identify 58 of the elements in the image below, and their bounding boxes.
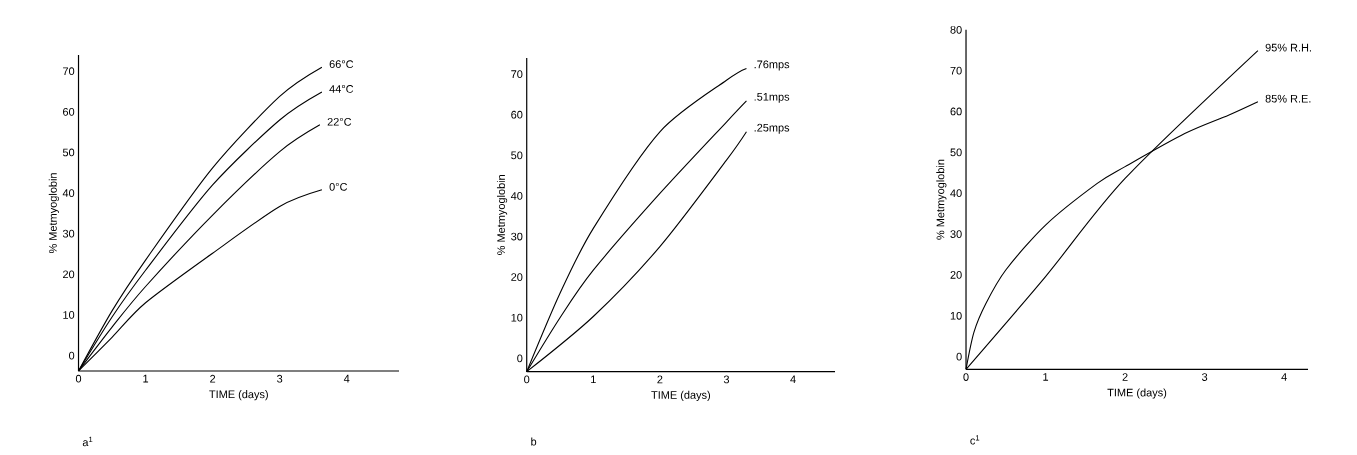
series-label: 85% R.E.	[1265, 94, 1311, 103]
y-tick-label: 70	[950, 66, 962, 75]
x-tick-label: 1	[143, 374, 149, 383]
y-tick-label: 30	[511, 232, 523, 241]
y-tick-label: 0	[68, 351, 75, 360]
x-axis-title: TIME (days)	[1107, 388, 1167, 399]
x-axis-title: TIME (days)	[209, 390, 268, 401]
y-tick-label: 60	[950, 107, 962, 116]
text: c$^{1}$	[970, 435, 980, 445]
x-tick-label: 3	[723, 375, 730, 384]
x-tick-label: 4	[1281, 373, 1287, 381]
y-tick-label: 30	[62, 229, 75, 238]
x-tick-label: 0	[75, 374, 82, 383]
x-tick-label: 1	[1043, 373, 1049, 381]
y-tick-label: 10	[511, 313, 523, 322]
x-tick-label: 0	[963, 373, 969, 381]
y-tick-label: 60	[63, 107, 75, 116]
series-label: .25mps	[754, 123, 790, 134]
y-tick-label: 70	[511, 70, 523, 79]
series-label: 0°C	[329, 182, 348, 191]
x-tick-label: 1	[591, 375, 596, 384]
series-label: 44°C	[329, 85, 354, 93]
y-tick-label: 40	[62, 189, 75, 197]
y-tick-label: 20	[511, 273, 523, 281]
y-axis-title: % Metmyoglobin	[496, 175, 508, 255]
x-axis-title: TIME (days)	[651, 390, 711, 402]
x-tick-label: 4	[343, 374, 350, 383]
y-tick-label: 60	[511, 110, 523, 119]
series-label: 22°C	[327, 117, 352, 126]
y-axis-title: % Metmyoglobin	[936, 159, 947, 240]
y-tick-label: 50	[62, 148, 75, 157]
x-tick-label: 2	[210, 374, 216, 383]
y-tick-label: 70	[63, 67, 75, 76]
y-tick-label: 10	[950, 311, 962, 320]
series-label: 66°C	[329, 60, 354, 69]
series-label: .51mps	[754, 93, 790, 103]
y-tick-label: 50	[950, 148, 962, 157]
y-tick-label: 0	[956, 352, 962, 361]
y-tick-label: 80	[950, 25, 962, 34]
text: a$^{1}$	[82, 436, 93, 447]
y-tick-label: 20	[950, 271, 962, 279]
y-axis-title: % Metmyoglobin	[48, 173, 59, 254]
y-tick-label: 0	[517, 354, 523, 363]
x-tick-label: 4	[790, 375, 796, 384]
y-tick-label: 10	[63, 311, 75, 319]
y-tick-label: 20	[63, 270, 75, 279]
x-tick-label: 2	[1122, 373, 1128, 381]
y-tick-label: 40	[950, 189, 962, 198]
x-tick-label: 2	[657, 375, 663, 384]
x-tick-label: 3	[1202, 373, 1208, 381]
y-tick-label: 40	[510, 192, 523, 200]
text: b	[531, 437, 537, 446]
y-tick-label: 30	[950, 230, 962, 238]
series-label: 95% R.H.	[1265, 43, 1311, 52]
series-label: .76mps	[754, 60, 790, 71]
y-tick-label: 50	[511, 151, 523, 160]
x-tick-label: 3	[277, 374, 283, 383]
x-tick-label: 0	[524, 375, 530, 384]
